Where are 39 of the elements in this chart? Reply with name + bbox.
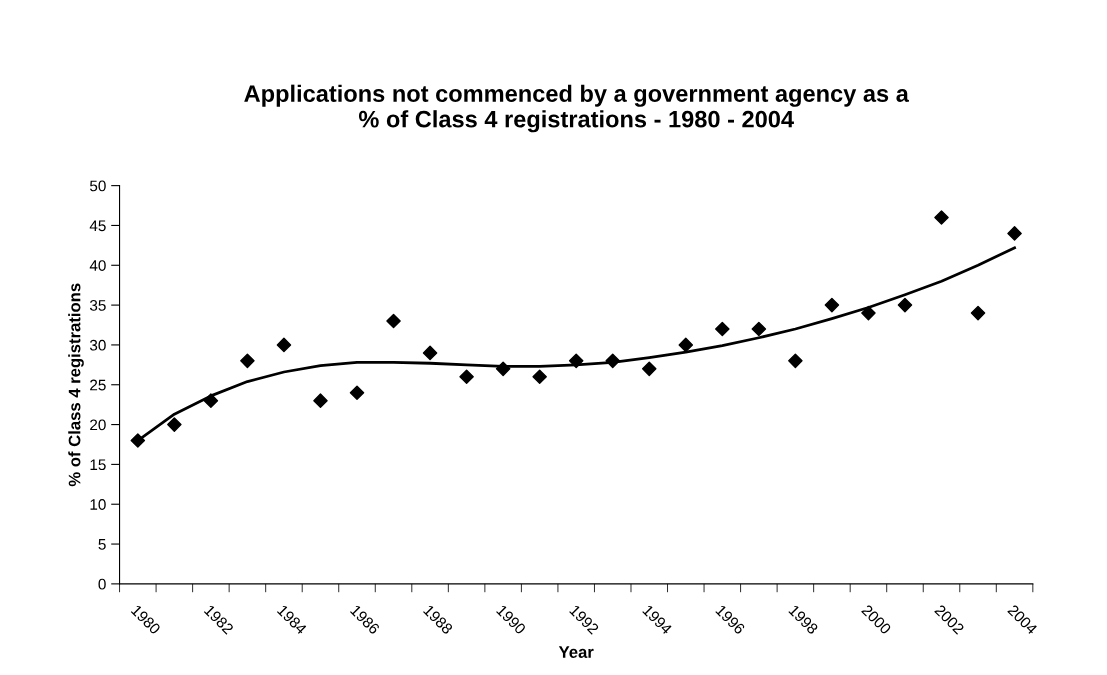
y-tick-label: 15 <box>90 459 106 471</box>
y-tick-label: 5 <box>98 539 106 550</box>
point <box>970 305 986 321</box>
y-axis-title: % of Class 4 registrations <box>68 283 84 487</box>
point <box>641 361 657 377</box>
point <box>934 210 949 225</box>
y-tick-label: 20 <box>90 419 106 431</box>
point <box>203 393 219 408</box>
point <box>386 313 401 329</box>
point <box>568 353 584 369</box>
point <box>788 353 803 369</box>
point <box>349 385 365 400</box>
point <box>276 337 292 353</box>
point <box>751 321 767 337</box>
point <box>861 305 876 321</box>
point <box>824 297 840 313</box>
point <box>240 353 255 369</box>
point <box>167 417 182 432</box>
y-tick-label: 25 <box>90 379 106 391</box>
point <box>1007 226 1022 241</box>
point <box>459 369 474 385</box>
point <box>605 353 621 369</box>
y-tick-label: 35 <box>89 299 106 311</box>
x-axis-title: Year <box>558 646 594 658</box>
point <box>715 321 730 337</box>
y-tick-label: 10 <box>90 499 106 510</box>
y-tick-label: 30 <box>89 339 106 351</box>
y-tick-label: 40 <box>89 260 106 271</box>
point <box>532 369 547 385</box>
chart-title: Applications not commenced by a government agency as a % of Class 4 registrations - 1980 - 2004 <box>244 84 909 133</box>
y-tick-label: 45 <box>89 220 106 232</box>
point <box>678 337 694 353</box>
point <box>422 345 438 361</box>
point <box>897 297 913 313</box>
point <box>495 361 511 377</box>
y-tick-label: 0 <box>98 578 106 590</box>
point <box>130 433 146 448</box>
point <box>313 393 328 408</box>
y-tick-label: 50 <box>89 180 106 192</box>
